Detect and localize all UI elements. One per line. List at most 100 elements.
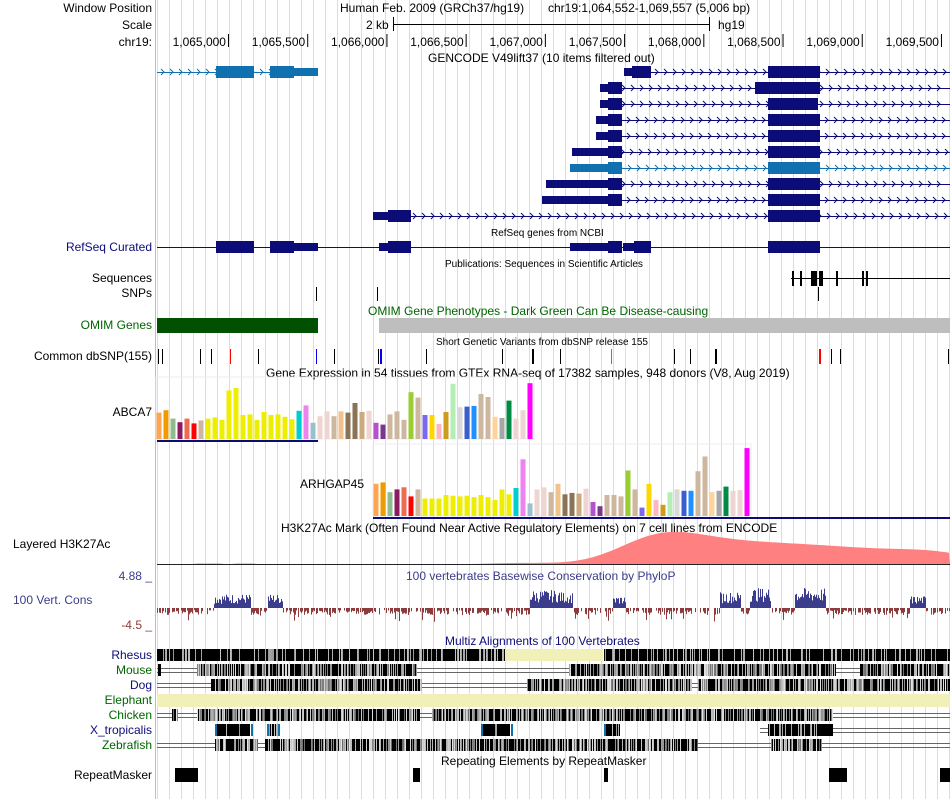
alignment-column xyxy=(279,739,280,751)
strand-arrow xyxy=(941,196,946,204)
phylop-bar xyxy=(411,608,412,612)
species-label-chicken[interactable]: Chicken xyxy=(108,708,152,722)
alignment-column xyxy=(691,664,692,676)
gtex-gene-label-arhgap45[interactable]: ARHGAP45 xyxy=(300,477,365,491)
alignment-column xyxy=(814,739,815,751)
alignment-column xyxy=(381,664,382,676)
alignment-column xyxy=(636,709,637,721)
alignment-column xyxy=(668,709,669,721)
strand-arrow xyxy=(653,132,658,140)
snp-mark xyxy=(377,287,378,301)
repeatmasker-title[interactable]: Repeating Elements by RepeatMasker xyxy=(441,754,647,768)
alignment-column xyxy=(688,649,689,661)
omim-label[interactable]: OMIM Genes xyxy=(80,318,152,332)
phylop-bar xyxy=(357,608,358,612)
multiz-title[interactable]: Multiz Alignments of 100 Vertebrates xyxy=(445,634,640,648)
snps-label[interactable]: SNPs xyxy=(121,286,152,300)
dbsnp-title[interactable]: Short Genetic Variants from dbSNP releas… xyxy=(436,337,648,348)
alignment-column xyxy=(234,724,235,736)
alignment-column xyxy=(629,739,630,751)
alignment-column xyxy=(407,664,408,676)
repeatmasker-label[interactable]: RepeatMasker xyxy=(73,768,152,782)
alignment-column xyxy=(422,649,423,661)
dbsnp-label[interactable]: Common dbSNP(155) xyxy=(33,349,152,363)
alignment-column xyxy=(248,739,249,751)
alignment-column xyxy=(915,649,916,661)
position-readout[interactable]: chr19:1,064,552-1,069,557 (5,006 bp) xyxy=(548,1,751,15)
h3k27ac-title[interactable]: H3K27Ac Mark (Often Found Near Active Re… xyxy=(281,521,778,535)
phylop-bar xyxy=(891,608,892,612)
alignment-column xyxy=(623,679,624,691)
alignment-column xyxy=(393,679,394,691)
phylop-bar xyxy=(229,601,230,608)
alignment-column xyxy=(357,679,358,691)
alignment-column xyxy=(370,709,371,721)
alignment-column xyxy=(900,679,901,691)
omim-title[interactable]: OMIM Gene Phenotypes - Dark Green Can Be… xyxy=(368,304,709,318)
alignment-column xyxy=(250,739,251,751)
strand-arrow xyxy=(936,180,941,188)
alignment-column xyxy=(653,664,654,676)
phylop-bar xyxy=(813,595,814,608)
alignment-column xyxy=(489,649,490,661)
refseq-title[interactable]: RefSeq genes from NCBI xyxy=(491,228,604,239)
alignment-column xyxy=(490,649,491,661)
species-label-dog[interactable]: Dog xyxy=(129,678,152,692)
species-label-mouse[interactable]: Mouse xyxy=(115,663,152,677)
publications-title[interactable]: Publications: Sequences in Scientific Ar… xyxy=(445,259,643,270)
alignment-column xyxy=(837,679,838,691)
strand-arrow xyxy=(927,84,932,92)
strand-arrow xyxy=(752,132,757,140)
alignment-column xyxy=(606,679,607,691)
phylop-bar xyxy=(669,608,670,614)
alignment-column xyxy=(926,649,927,661)
phylop-bar xyxy=(332,608,333,614)
alignment-column xyxy=(341,679,342,691)
alignment-column xyxy=(279,664,280,676)
phylop-bar xyxy=(417,608,418,611)
alignment-column xyxy=(386,739,387,751)
alignment-column xyxy=(572,664,573,676)
alignment-column xyxy=(245,664,246,676)
alignment-column xyxy=(717,709,718,721)
alignment-column xyxy=(796,724,797,736)
alignment-column xyxy=(458,709,459,721)
alignment-column xyxy=(675,649,676,661)
alignment-column xyxy=(861,649,862,661)
alignment-column xyxy=(770,709,771,721)
alignment-column xyxy=(620,739,621,751)
strand-arrow xyxy=(743,132,748,140)
alignment-column xyxy=(500,709,501,721)
alignment-column xyxy=(659,679,660,691)
phylop-bar xyxy=(814,594,815,608)
alignment-column xyxy=(644,664,645,676)
gtex-gene-label-abca7[interactable]: ABCA7 xyxy=(112,405,152,419)
alignment-column xyxy=(383,679,384,691)
alignment-column xyxy=(341,739,342,751)
conservation-label[interactable]: 100 Vert. Cons xyxy=(13,593,93,607)
exon xyxy=(294,68,318,76)
alignment-column xyxy=(411,739,412,751)
alignment-column xyxy=(520,709,521,721)
refseq-label[interactable]: RefSeq Curated xyxy=(65,240,152,254)
alignment-column xyxy=(385,709,386,721)
sequences-label[interactable]: Sequences xyxy=(91,271,152,285)
phylop-bar xyxy=(695,608,696,613)
alignment-column xyxy=(272,709,273,721)
alignment-column xyxy=(297,664,298,676)
gencode-title[interactable]: GENCODE V49lift37 (10 items filtered out… xyxy=(428,51,655,65)
species-label-rhesus[interactable]: Rhesus xyxy=(111,648,152,662)
species-label-x_tropicalis[interactable]: X_tropicalis xyxy=(89,723,152,737)
alignment-column xyxy=(330,664,331,676)
h3k27ac-label[interactable]: Layered H3K27Ac xyxy=(13,537,111,551)
conservation-title[interactable]: 100 vertebrates Basewise Conservation by… xyxy=(406,569,676,583)
strand-arrow xyxy=(737,148,742,156)
gtex-bar xyxy=(541,487,547,516)
phylop-bar xyxy=(937,608,938,613)
species-label-elephant[interactable]: Elephant xyxy=(104,693,152,707)
alignment-column xyxy=(814,649,815,661)
species-label-zebrafish[interactable]: Zebrafish xyxy=(101,738,152,752)
alignment-column xyxy=(309,709,310,721)
alignment-column xyxy=(178,649,179,661)
